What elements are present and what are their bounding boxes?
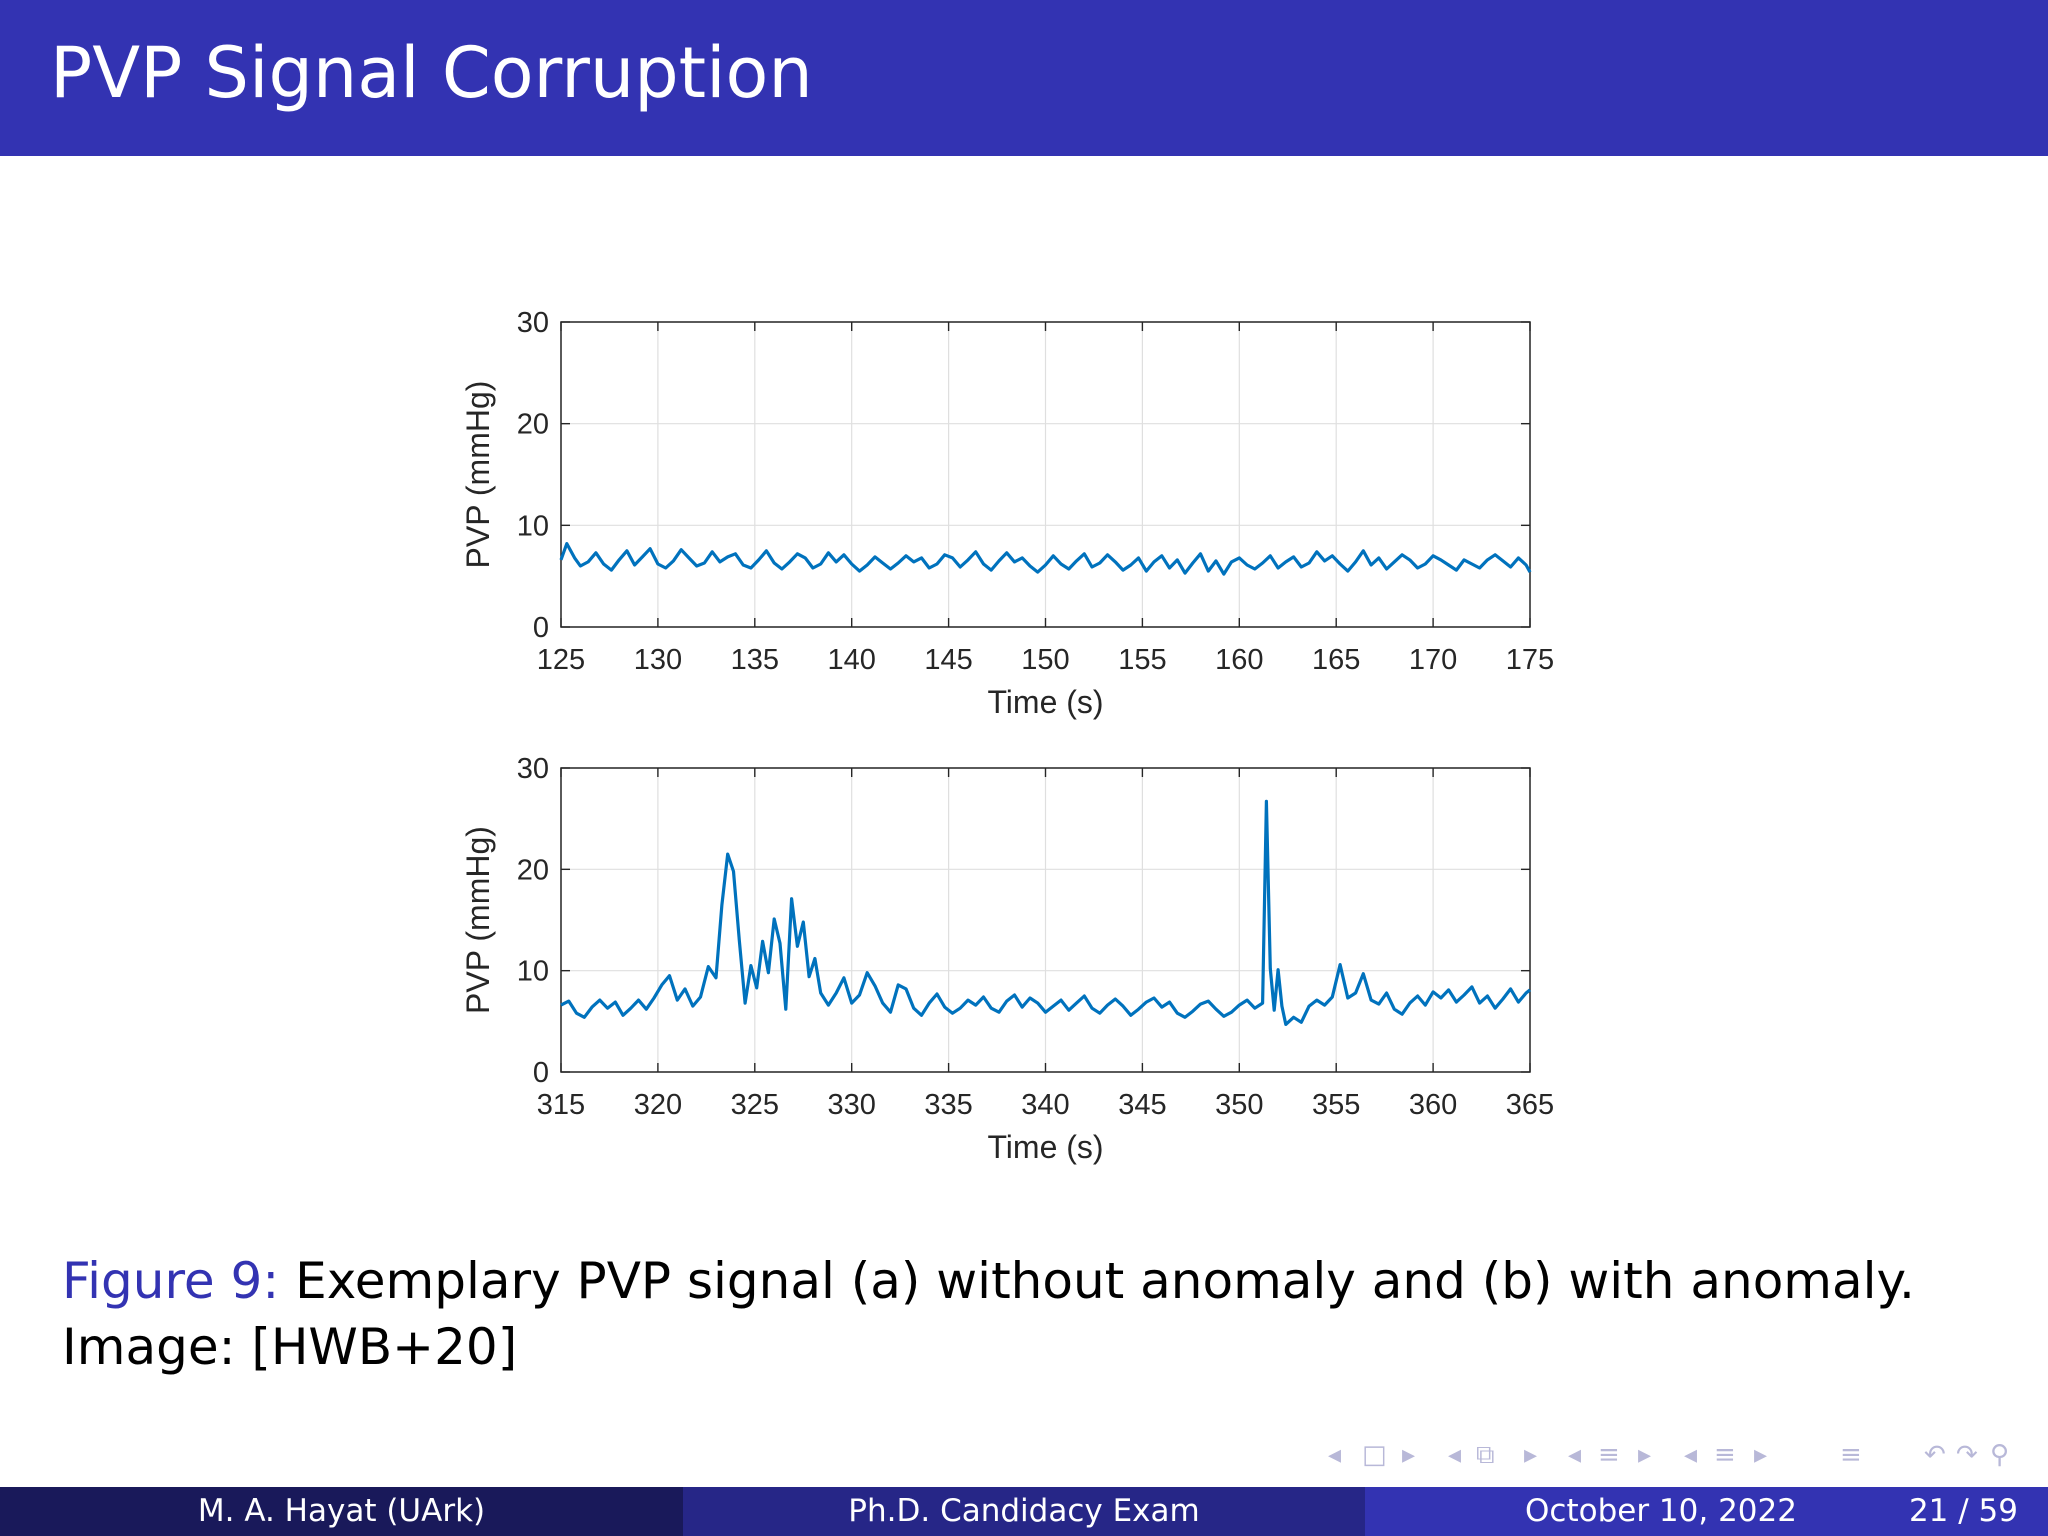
nav-redo-icon[interactable]: ↷ xyxy=(1956,1440,1978,1470)
x-tick-label: 145 xyxy=(924,644,972,676)
nav-section-icon[interactable]: ≡ xyxy=(1598,1440,1620,1470)
x-tick-label: 330 xyxy=(828,1089,876,1121)
nav-prev-subsection-icon[interactable]: ◂ xyxy=(1448,1440,1462,1470)
pvp-series-line xyxy=(560,799,1531,1027)
caption-line-1: Figure 9: Exemplary PVP signal (a) witho… xyxy=(62,1248,1962,1314)
pvp-series-line xyxy=(559,541,1532,576)
y-tick-label: 20 xyxy=(517,409,549,441)
nav-next-section-icon[interactable]: ▸ xyxy=(1638,1440,1652,1470)
nav-outline-icon[interactable]: ≡ xyxy=(1840,1440,1862,1470)
x-tick-label: 360 xyxy=(1409,1089,1457,1121)
x-tick-label: 325 xyxy=(731,1089,779,1121)
y-tick-label: 30 xyxy=(517,753,549,785)
x-tick-label: 350 xyxy=(1215,1089,1263,1121)
chart-2: 315 320 325 330 335 340 345 350 355 360 365 0 10 20 30… xyxy=(460,753,1554,1165)
x-tick-label: 355 xyxy=(1312,1089,1360,1121)
x-tick-label: 150 xyxy=(1021,644,1069,676)
x-tick-label: 125 xyxy=(537,644,585,676)
figure-label: Figure 9: xyxy=(62,1252,280,1310)
nav-prev-frame-icon[interactable]: ◂ xyxy=(1328,1440,1342,1470)
nav-next-subsection-icon[interactable]: ▸ xyxy=(1524,1440,1538,1470)
y-tick-label: 20 xyxy=(517,854,549,886)
y-tick-label: 30 xyxy=(517,307,549,339)
footer-event: Ph.D. Candidacy Exam xyxy=(848,1493,1200,1529)
footer-event-segment: Ph.D. Candidacy Exam xyxy=(683,1487,1365,1536)
x-axis-label: Time (s) xyxy=(987,684,1103,720)
footer-author: M. A. Hayat (UArk) xyxy=(197,1493,486,1529)
y-axis-label: PVP (mmHg) xyxy=(460,826,496,1014)
x-tick-label: 340 xyxy=(1021,1089,1069,1121)
y-axis-label: PVP (mmHg) xyxy=(460,381,496,569)
nav-subsection-icon[interactable]: ⧉ xyxy=(1476,1440,1495,1470)
plot-frame xyxy=(560,767,1531,1073)
nav-search-icon[interactable]: ⚲ xyxy=(1990,1440,2010,1470)
beamer-navigation: ◂ □ ▸ ◂ ⧉ ▸ ◂ ≡ ▸ ◂ ≡ ▸ ≡ ↶ ↷ ⚲ xyxy=(1320,1440,2040,1476)
x-tick-label: 135 xyxy=(731,644,779,676)
nav-subsubsection-icon[interactable]: ≡ xyxy=(1714,1440,1736,1470)
title-bar: PVP Signal Corruption xyxy=(0,0,2048,156)
x-tick-label: 320 xyxy=(634,1089,682,1121)
footer-date: October 10, 2022 xyxy=(1525,1493,1797,1529)
nav-frame-icon[interactable]: □ xyxy=(1362,1440,1387,1470)
x-tick-label: 165 xyxy=(1312,644,1360,676)
x-tick-label: 345 xyxy=(1118,1089,1166,1121)
nav-undo-icon[interactable]: ↶ xyxy=(1924,1440,1946,1470)
footer-author-segment: M. A. Hayat (UArk) xyxy=(0,1487,683,1536)
x-tick-label: 155 xyxy=(1118,644,1166,676)
x-axis-label: Time (s) xyxy=(987,1129,1103,1165)
x-tick-label: 130 xyxy=(634,644,682,676)
nav-prev-section-icon[interactable]: ◂ xyxy=(1568,1440,1582,1470)
nav-next-subsubsection-icon[interactable]: ▸ xyxy=(1754,1440,1768,1470)
nav-prev-subsubsection-icon[interactable]: ◂ xyxy=(1684,1440,1698,1470)
figure-charts: 125 130 135 140 145 150 155 160 165 170 175 0 10 20 30… xyxy=(460,307,1554,1165)
x-tick-label: 315 xyxy=(537,1089,585,1121)
caption-line-2: Image: [HWB+20] xyxy=(62,1318,518,1376)
y-tick-label: 10 xyxy=(517,956,549,988)
y-tick-label: 0 xyxy=(533,612,549,644)
chart-1: 125 130 135 140 145 150 155 160 165 170 175 0 10 20 30… xyxy=(460,307,1554,720)
y-tick-label: 10 xyxy=(517,510,549,542)
x-tick-label: 175 xyxy=(1506,644,1554,676)
x-tick-label: 335 xyxy=(924,1089,972,1121)
plot-frame xyxy=(560,321,1531,628)
x-tick-label: 170 xyxy=(1409,644,1457,676)
footer: M. A. Hayat (UArk) Ph.D. Candidacy Exam … xyxy=(0,1487,2048,1536)
caption-text: Exemplary PVP signal (a) without anomaly… xyxy=(295,1252,1915,1310)
x-tick-label: 140 xyxy=(828,644,876,676)
x-tick-label: 365 xyxy=(1506,1089,1554,1121)
x-tick-label: 160 xyxy=(1215,644,1263,676)
footer-date-segment: October 10, 2022 21 / 59 xyxy=(1365,1487,2048,1536)
y-tick-label: 0 xyxy=(533,1057,549,1089)
slide-title: PVP Signal Corruption xyxy=(50,32,813,114)
footer-page-number: 21 / 59 xyxy=(1908,1493,2018,1529)
figure-caption: Figure 9: Exemplary PVP signal (a) witho… xyxy=(62,1248,1962,1380)
nav-next-frame-icon[interactable]: ▸ xyxy=(1402,1440,1416,1470)
